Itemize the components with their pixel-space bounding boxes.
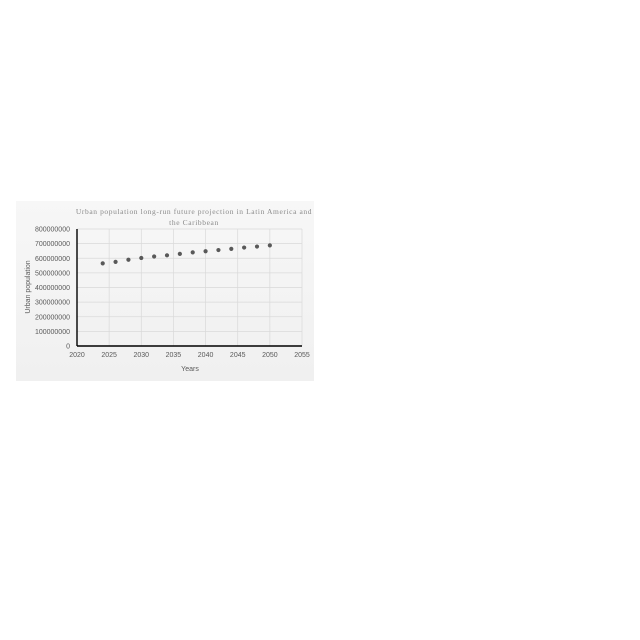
data-point (229, 246, 234, 251)
y-tick-label: 200000000 (35, 314, 70, 321)
x-tick-label: 2050 (262, 352, 278, 359)
chart-title-line-2: the Caribbean (169, 218, 219, 227)
data-point (100, 261, 105, 266)
data-point (267, 243, 272, 248)
y-tick-label: 0 (66, 344, 70, 351)
data-point (139, 255, 144, 261)
y-tick-label: 700000000 (35, 241, 70, 248)
x-tick-label: 2040 (198, 352, 214, 359)
x-tick-label: 2055 (294, 352, 310, 359)
axes (76, 229, 302, 347)
data-point (242, 245, 247, 250)
x-tick-label: 2020 (69, 352, 85, 359)
data-point (113, 259, 118, 265)
data-point (216, 247, 221, 253)
data-point (203, 249, 208, 254)
y-tick-label: 100000000 (35, 329, 70, 336)
chart-panel: Urban population long-run future project… (16, 201, 314, 381)
data-point (177, 251, 182, 256)
scatter-chart: Urban population long-run future project… (25, 207, 312, 373)
y-tick-labels: 0 100000000 200000000 300000000 400000000 500… (35, 227, 70, 351)
data-point (190, 250, 195, 255)
gridlines (76, 228, 303, 347)
chart-title-line-1: Urban population long-run future project… (76, 207, 312, 216)
x-tick-label: 2035 (166, 352, 182, 359)
data-point (152, 254, 157, 259)
x-axis-title: Years (181, 366, 199, 373)
data-point (164, 253, 170, 258)
chart-title: Urban population long-run future project… (76, 207, 312, 227)
x-tick-label: 2030 (133, 352, 149, 359)
y-tick-label: 500000000 (35, 270, 70, 277)
data-point (126, 257, 131, 262)
y-axis-title: Urban population (25, 260, 32, 313)
y-tick-label: 400000000 (35, 285, 70, 292)
x-tick-label: 2045 (230, 352, 246, 359)
x-tick-labels: 2020 2025 2030 2035 2040 2045 2050 2055 (69, 352, 310, 359)
data-points (100, 243, 272, 266)
y-tick-label: 300000000 (35, 300, 70, 307)
x-tick-label: 2025 (101, 352, 117, 359)
y-tick-label: 800000000 (35, 227, 70, 234)
y-tick-label: 600000000 (35, 256, 70, 263)
data-point (254, 244, 260, 249)
